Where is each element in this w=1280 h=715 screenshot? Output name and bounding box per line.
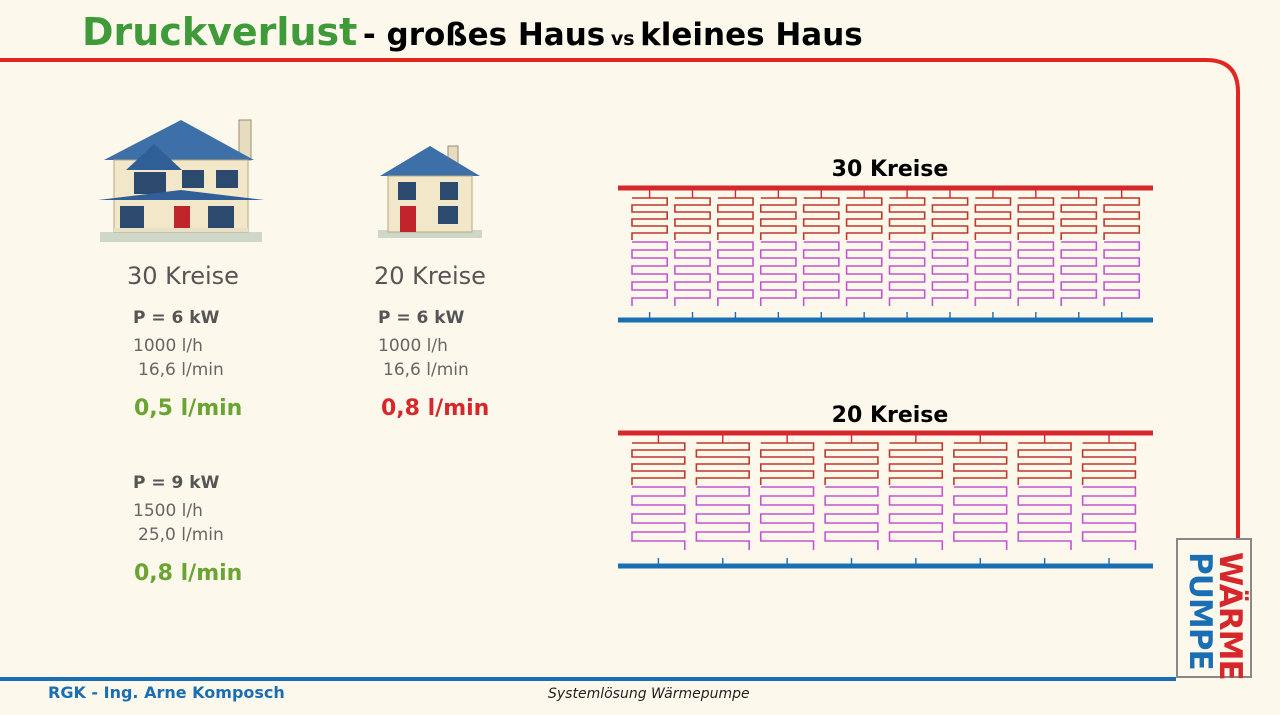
waermepumpe-logo: WÄRME PUMPE [1176, 538, 1252, 680]
circuit-upper-loop [1103, 197, 1141, 240]
title-vs: vs [610, 28, 635, 50]
circuit-upper-loop [931, 197, 969, 240]
circuit-upper-loop [953, 442, 1008, 485]
circuit-upper-loop [824, 442, 879, 485]
circuit-upper-loop [1060, 197, 1098, 240]
circuit-lower-loop [1017, 486, 1072, 550]
diagram-30-label: 30 Kreise [831, 157, 949, 182]
circuit-upper-loop [845, 197, 883, 240]
circuit-upper-loop [631, 442, 686, 485]
diagram-20-label: 20 Kreise [831, 403, 949, 428]
circuit-lower-loop [1017, 241, 1055, 306]
big-house-flow-1: 1000 l/h 16,6 l/min [133, 334, 224, 382]
small-house-result: 0,8 l/min [381, 396, 490, 421]
big-house-result-2: 0,8 l/min [134, 561, 243, 586]
title-main: Druckverlust [82, 10, 358, 54]
circuit-lower-loop [1081, 486, 1137, 550]
circuit-lower-loop [759, 486, 815, 550]
title-part2: kleines Haus [640, 17, 863, 53]
circuit-upper-loop [802, 197, 840, 240]
circuit-lower-loop [631, 241, 668, 306]
big-house-power-1: P = 6 kW [133, 308, 220, 328]
flow-per-hour: 1000 l/h [133, 336, 203, 356]
circuit-upper-loop [888, 442, 944, 485]
big-house-image [98, 119, 264, 242]
circuit-lower-loop [1103, 241, 1141, 306]
circuit-upper-loop [1017, 442, 1072, 485]
circuit-lower-loop [931, 241, 969, 306]
circuit-lower-loop [888, 241, 926, 306]
circuit-lower-loop [631, 486, 686, 550]
flow-per-minute: 16,6 l/min [383, 360, 469, 380]
circuit-lower-loop [953, 486, 1008, 550]
big-house-power-2: P = 9 kW [133, 473, 220, 493]
page-title: Druckverlust - großes Haus vs kleines Ha… [82, 10, 863, 54]
circuit-lower-loop [802, 241, 840, 306]
circuit-lower-loop [888, 486, 944, 550]
circuit-upper-loop [759, 442, 815, 485]
big-house-circuits: 30 Kreise [127, 262, 239, 290]
circuit-upper-loop [974, 197, 1012, 240]
small-house-circuits: 20 Kreise [374, 262, 486, 290]
logo-line2: PUMPE [1182, 552, 1218, 670]
title-part1: - großes Haus [362, 17, 606, 53]
flow-per-hour: 1000 l/h [378, 336, 448, 356]
flow-per-minute: 25,0 l/min [138, 525, 224, 545]
big-house-flow-2: 1500 l/h 25,0 l/min [133, 499, 224, 547]
circuit-lower-loop [974, 241, 1012, 306]
big-house-result-1: 0,5 l/min [134, 396, 243, 421]
circuit-lower-loop [695, 486, 750, 550]
circuit-upper-loop [674, 197, 711, 240]
circuit-upper-loop [759, 197, 797, 240]
circuit-lower-loop [674, 241, 711, 306]
flow-per-minute: 16,6 l/min [138, 360, 224, 380]
circuit-upper-loop [695, 442, 750, 485]
circuit-upper-loop [1017, 197, 1055, 240]
circuit-upper-loop [631, 197, 668, 240]
small-house-image [378, 145, 482, 238]
circuit-upper-loop [888, 197, 926, 240]
small-house-power: P = 6 kW [378, 308, 465, 328]
circuit-lower-loop [845, 241, 883, 306]
circuit-lower-loop [717, 241, 754, 306]
logo-line1: WÄRME [1212, 552, 1248, 680]
circuit-upper-loop [1081, 442, 1137, 485]
footer-topic: Systemlösung Wärmepumpe [548, 686, 750, 702]
flow-per-hour: 1500 l/h [133, 501, 203, 521]
small-house-flow: 1000 l/h 16,6 l/min [378, 334, 469, 382]
circuit-lower-loop [1060, 241, 1098, 306]
circuit-lower-loop [759, 241, 797, 306]
circuit-upper-loop [717, 197, 754, 240]
circuit-lower-loop [824, 486, 879, 550]
footer-author: RGK - Ing. Arne Komposch [48, 683, 285, 702]
